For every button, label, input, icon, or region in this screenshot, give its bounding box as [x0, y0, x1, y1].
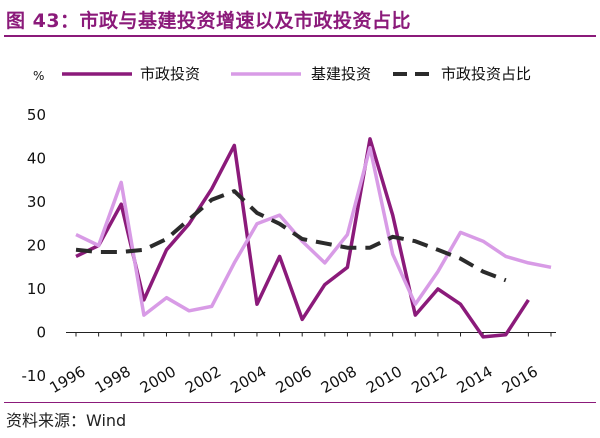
data-point	[504, 333, 507, 336]
data-point	[369, 146, 372, 149]
source-rule	[4, 402, 596, 403]
title-rule	[4, 35, 596, 37]
data-point	[323, 283, 326, 286]
x-tick-label: 1998	[92, 362, 134, 397]
data-point	[75, 248, 78, 251]
data-point	[165, 237, 168, 240]
data-point	[75, 255, 78, 258]
data-point	[504, 255, 507, 258]
data-point	[97, 244, 100, 247]
data-point	[482, 335, 485, 338]
data-point	[436, 248, 439, 251]
data-point	[436, 270, 439, 273]
data-point	[459, 231, 462, 234]
data-point	[527, 261, 530, 264]
x-tick-label: 2008	[318, 362, 360, 397]
source-note: 资料来源：Wind	[6, 411, 127, 430]
data-point	[391, 235, 394, 238]
data-point	[142, 314, 145, 317]
y-axis-unit: %	[33, 69, 44, 83]
data-point	[188, 218, 191, 221]
data-point	[255, 303, 258, 306]
data-point	[233, 190, 236, 193]
data-point	[97, 251, 100, 254]
data-point	[414, 314, 417, 317]
data-point	[346, 246, 349, 249]
y-tick-label: -10	[22, 367, 47, 385]
data-point	[369, 246, 372, 249]
data-point	[323, 261, 326, 264]
y-tick-label: 40	[27, 150, 46, 168]
data-point	[255, 222, 258, 225]
data-point	[233, 261, 236, 264]
chart-series	[75, 137, 553, 339]
data-point	[482, 270, 485, 273]
data-point	[550, 266, 553, 269]
data-point	[346, 266, 349, 269]
data-point	[278, 255, 281, 258]
data-point	[75, 233, 78, 236]
x-tick-label: 1996	[46, 362, 88, 397]
data-point	[120, 203, 123, 206]
y-tick-label: 50	[27, 106, 46, 124]
data-point	[391, 214, 394, 217]
data-point	[165, 248, 168, 251]
data-point	[233, 144, 236, 147]
y-tick-label: 0	[36, 324, 46, 342]
data-point	[278, 222, 281, 225]
data-point	[323, 242, 326, 245]
y-tick-label: 20	[27, 237, 46, 255]
data-point	[120, 251, 123, 254]
data-point	[436, 288, 439, 291]
y-tick-label: 30	[27, 193, 46, 211]
data-point	[391, 253, 394, 256]
x-tick-label: 2014	[454, 362, 496, 397]
figure-title: 图 43：市政与基建投资增速以及市政投资占比	[6, 10, 412, 32]
x-tick-label: 2006	[273, 362, 315, 397]
data-point	[278, 214, 281, 217]
x-tick-label: 2016	[499, 362, 541, 397]
data-point	[482, 240, 485, 243]
data-point	[165, 296, 168, 299]
data-point	[255, 211, 258, 214]
data-point	[414, 303, 417, 306]
data-point	[210, 187, 213, 190]
x-tick-label: 2010	[363, 362, 405, 397]
x-tick-label: 2004	[227, 362, 269, 397]
x-tick-label: 2002	[182, 362, 224, 397]
series-line-1	[75, 137, 530, 339]
data-point	[301, 237, 304, 240]
data-point	[210, 198, 213, 201]
x-tick-label: 2012	[408, 362, 450, 397]
legend-label: 基建投资	[311, 65, 371, 83]
data-point	[459, 257, 462, 260]
data-point	[188, 309, 191, 312]
data-point	[188, 222, 191, 225]
legend-label: 市政投资	[140, 65, 200, 83]
y-tick-label: 10	[27, 280, 46, 298]
data-point	[504, 279, 507, 282]
chart-legend: 市政投资 基建投资 市政投资占比	[62, 65, 531, 83]
data-point	[210, 305, 213, 308]
data-point	[369, 137, 372, 140]
data-point	[459, 303, 462, 306]
data-point	[527, 298, 530, 301]
data-point	[120, 181, 123, 184]
x-tick-label: 2000	[137, 362, 179, 397]
data-point	[414, 240, 417, 243]
series-line-2	[75, 145, 552, 317]
data-point	[142, 248, 145, 251]
data-point	[346, 233, 349, 236]
legend-label: 市政投资占比	[441, 65, 531, 83]
data-point	[301, 318, 304, 321]
